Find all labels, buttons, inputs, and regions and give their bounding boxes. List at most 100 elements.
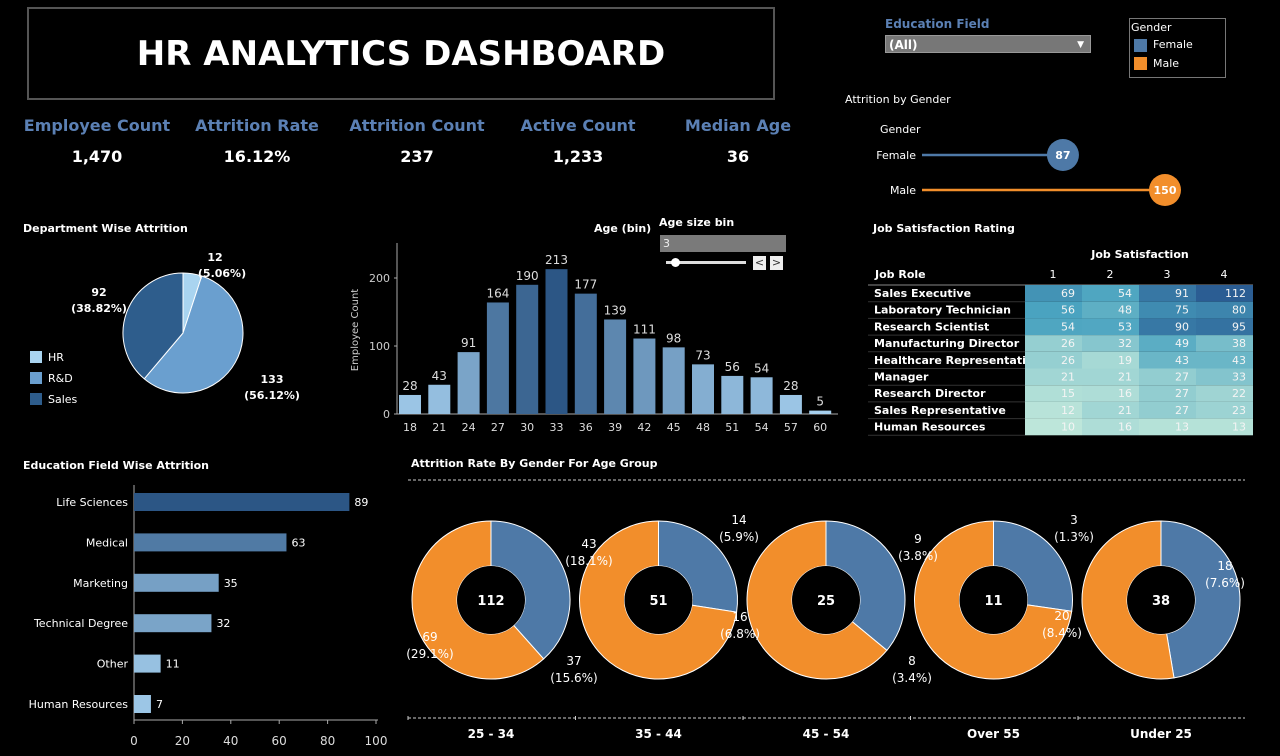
age-bin-input[interactable]: 3 <box>660 235 786 252</box>
legend-swatch <box>30 351 42 363</box>
heatmap-cell <box>1196 351 1253 369</box>
male-count-label: 20 <box>1054 609 1069 623</box>
heatmap-cell-value: 90 <box>1175 320 1189 333</box>
histogram-bar <box>399 394 421 414</box>
kpi-label: Attrition Count <box>349 116 485 135</box>
histogram-bar <box>545 269 568 414</box>
heatmap-cell <box>1025 368 1082 386</box>
heatmap-cell <box>1139 418 1196 436</box>
pie-label: 133 <box>261 373 284 386</box>
heatmap-cell <box>1196 368 1253 386</box>
education-bar <box>134 695 151 713</box>
bar-value-label: 177 <box>574 278 597 292</box>
age-group-label: 45 - 54 <box>803 727 850 741</box>
female-count-label: 43 <box>581 537 596 551</box>
x-tick-label: 51 <box>725 421 739 434</box>
education-field-dropdown[interactable]: (All) ▼ <box>885 35 1091 53</box>
heatmap-cell-value: 10 <box>1061 421 1075 434</box>
slider-handle[interactable] <box>671 258 680 267</box>
heatmap-cell-value: 43 <box>1175 354 1189 367</box>
heatmap-cell-value: 16 <box>1118 421 1132 434</box>
bar-value-label: 32 <box>216 617 230 630</box>
histogram-bar <box>809 410 832 414</box>
female-pct-label: (7.6%) <box>1205 576 1245 590</box>
heatmap-cell <box>1082 285 1139 302</box>
histogram-bar <box>692 364 714 414</box>
chart-title-gender: Attrition by Gender <box>845 93 951 106</box>
heatmap-row-label: Research Scientist <box>874 320 989 333</box>
legend-title: Gender <box>1131 21 1172 34</box>
bar-value-label: 28 <box>402 379 417 393</box>
histogram-bar <box>604 319 627 414</box>
heatmap-cell-value: 53 <box>1118 320 1132 333</box>
heatmap-cell-value: 56 <box>1061 304 1075 317</box>
male-pct-label: (15.6%) <box>550 671 597 685</box>
heatmap-column-header: 1 <box>1050 268 1057 281</box>
age-group-label: 35 - 44 <box>635 727 682 741</box>
y-tick-label: 100 <box>369 340 390 353</box>
heatmap-cell <box>1139 401 1196 419</box>
bar-value-label: 73 <box>695 348 710 362</box>
x-tick-label: 39 <box>608 421 622 434</box>
heatmap-cell-value: 26 <box>1061 337 1075 350</box>
heatmap-cell <box>1082 335 1139 352</box>
kpi-value: 16.12% <box>223 147 291 166</box>
female-count-label: 18 <box>1217 559 1232 573</box>
chevron-left-icon[interactable]: < <box>753 256 766 270</box>
age-bin-slider[interactable] <box>666 258 746 267</box>
heatmap-cell-value: 80 <box>1232 304 1246 317</box>
bar-value-label: 11 <box>166 658 180 671</box>
chevron-right-icon[interactable]: > <box>770 256 783 270</box>
bar-value-label: 213 <box>545 253 568 267</box>
female-pct-label: (18.1%) <box>565 554 612 568</box>
heatmap-row-label: Healthcare Representative <box>874 354 1040 367</box>
x-tick-label: 100 <box>365 734 388 748</box>
y-tick-label: 200 <box>369 272 390 285</box>
bar-value-label: 139 <box>604 303 627 317</box>
kpi-attrition-rate: Attrition Rate 16.12% <box>172 116 342 166</box>
kpi-value: 1,233 <box>552 147 604 166</box>
donut-hole <box>457 566 525 634</box>
heatmap-cell <box>1196 318 1253 336</box>
x-tick-label: 20 <box>175 734 190 748</box>
legend-item-male[interactable]: Male <box>1130 57 1225 70</box>
swatch-icon <box>1134 38 1147 52</box>
x-tick-label: 33 <box>550 421 564 434</box>
heatmap-cell-value: 32 <box>1118 337 1132 350</box>
heatmap-cell-value: 23 <box>1232 404 1246 417</box>
heatmap-cell <box>1139 385 1196 402</box>
donut-total: 25 <box>817 594 835 609</box>
chart-title-age-group: Attrition Rate By Gender For Age Group <box>411 457 658 470</box>
heatmap-row-label: Sales Representative <box>874 404 1006 417</box>
bar-value-label: 56 <box>725 360 740 374</box>
x-tick-label: 42 <box>637 421 651 434</box>
female-count-label: 9 <box>914 532 922 546</box>
histogram-bar <box>633 338 656 414</box>
donut-total: 11 <box>984 594 1002 609</box>
y-tick-label: 0 <box>383 408 390 421</box>
kpi-label: Employee Count <box>23 116 171 135</box>
histogram-bar <box>457 352 480 414</box>
bar-value-label: 91 <box>461 336 476 350</box>
heatmap-cell <box>1025 385 1082 402</box>
heatmap-cell <box>1139 351 1196 369</box>
male-count-label: 37 <box>566 654 581 668</box>
y-category-label: Marketing <box>73 577 128 590</box>
heatmap-cell <box>1025 418 1082 436</box>
male-pct-label: (6.8%) <box>720 627 760 641</box>
education-bar <box>134 573 219 592</box>
heatmap-cell-value: 112 <box>1225 287 1246 300</box>
x-tick-label: 21 <box>432 421 446 434</box>
donut-hole <box>1127 566 1195 634</box>
age-bin-label: Age size bin <box>659 216 735 229</box>
bar-value-label: 63 <box>291 536 305 549</box>
male-pct-label: (8.4%) <box>1042 626 1082 640</box>
donut-hole <box>959 566 1028 634</box>
heatmap-cell-value: 33 <box>1232 371 1246 384</box>
histogram-bar <box>486 302 509 414</box>
bar-value-label: 43 <box>432 369 447 383</box>
legend-item-female[interactable]: Female <box>1130 38 1225 52</box>
lollipop-value: 150 <box>1154 184 1177 197</box>
chevron-down-icon: ▼ <box>1077 40 1084 50</box>
